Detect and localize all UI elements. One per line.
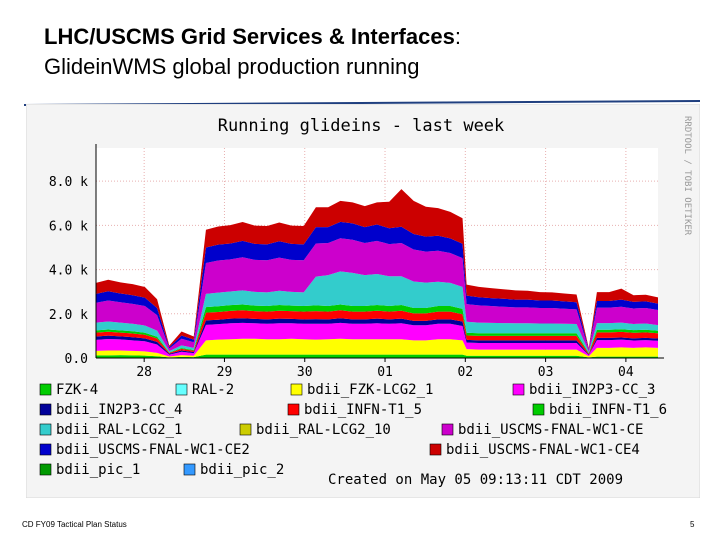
legend-label: bdii_RAL-LCG2_1 [56,422,182,438]
y-tick-label: 4.0 k [49,264,88,279]
legend-label: bdii_FZK-LCG2_1 [307,382,433,398]
legend-label: bdii_INFN-T1_6 [549,402,667,418]
legend-label: FZK-4 [56,382,98,398]
legend-swatch [39,403,52,416]
legend-swatch [287,403,300,416]
legend-swatch [175,383,188,396]
legend-label: bdii_USCMS-FNAL-WC1-CE2 [56,442,250,458]
series-area-bdii-ral-lcg2-1 [96,271,658,354]
legend-label: bdii_pic_2 [200,462,284,478]
x-tick-label: 04 [618,365,634,380]
series-area-bdii-in2p3-cc-3 [96,322,658,357]
series-area-bdii-fzk-lcg2-1 [96,338,658,358]
slide-subtitle: GlideinWMS global production running [44,54,420,79]
legend-label: bdii_IN2P3-CC_3 [529,382,655,398]
footer-left-text: CD FY09 Tactical Plan Status [22,520,127,529]
chart-watermark: RRDTOOL / TOBI OETIKER [682,116,692,236]
rrd-chart: Running glideins - last week RRDTOOL / T… [26,104,700,498]
legend-label: bdii_IN2P3-CC_4 [56,402,182,418]
legend-swatch [512,383,525,396]
legend-label: bdii_RAL-LCG2_10 [256,422,391,438]
y-tick-label: 8.0 k [49,175,88,190]
legend-swatch [239,423,252,436]
y-tick-label: 0.0 [65,352,88,367]
legend-swatch [39,423,52,436]
x-tick-label: 29 [217,365,233,380]
x-tick-label: 03 [538,365,554,380]
series-area-bdii-uscms-fnal-wc1-ce [96,238,658,352]
x-tick-label: 02 [457,365,473,380]
series-area-bdii-uscms-fnal-wc1-ce4 [96,189,658,350]
legend-label: RAL-2 [192,382,234,398]
y-tick-label: 2.0 k [49,308,88,323]
legend-swatch [39,383,52,396]
series-area-fzk-4 [96,354,658,358]
legend-label: bdii_INFN-T1_5 [304,402,422,418]
x-tick-label: 28 [136,365,152,380]
legend-swatch [532,403,545,416]
slide-title: LHC/USCMS Grid Services & Interfaces: Gli… [44,22,684,82]
legend-label: bdii_pic_1 [56,462,140,478]
x-tick-label: 01 [377,365,393,380]
slide-title-colon: : [454,24,461,49]
x-tick-label: 30 [297,365,313,380]
page-number: 5 [690,520,695,529]
legend-swatch [183,463,196,476]
y-tick-label: 6.0 k [49,219,88,234]
legend-swatch [39,443,52,456]
created-timestamp: Created on May 05 09:13:11 CDT 2009 [328,472,623,488]
legend-swatch [429,443,442,456]
legend-label: bdii_USCMS-FNAL-WC1-CE [458,422,643,438]
slide-title-main: LHC/USCMS Grid Services & Interfaces [44,24,455,49]
legend-label: bdii_USCMS-FNAL-WC1-CE4 [446,442,640,458]
legend-swatch [290,383,303,396]
legend-swatch [39,463,52,476]
legend-swatch [441,423,454,436]
chart-title: Running glideins - last week [218,116,505,136]
series-area-bdii-uscms-fnal-wc1-ce2 [96,221,658,351]
